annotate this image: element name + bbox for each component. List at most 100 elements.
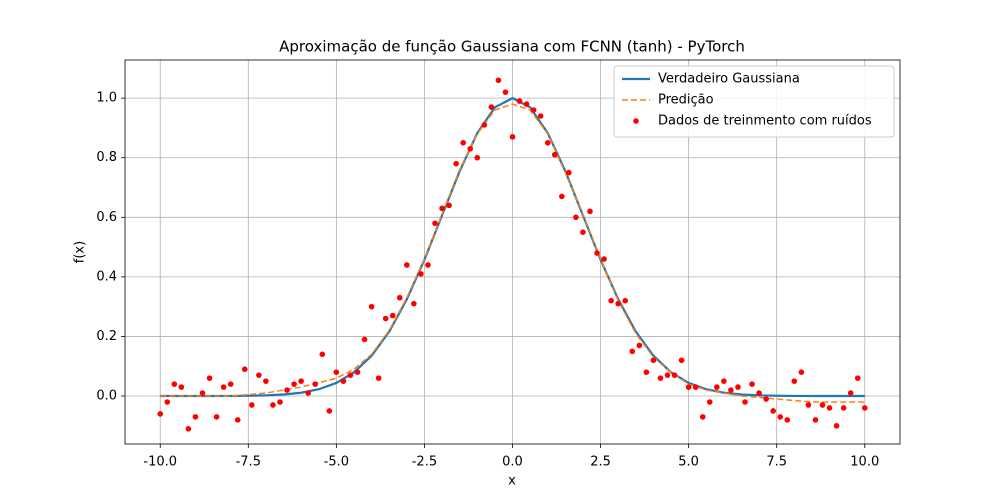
point — [523, 101, 530, 107]
x-tick-label: -7.5 — [236, 455, 261, 470]
point — [368, 303, 375, 310]
point — [777, 414, 784, 420]
point — [657, 375, 664, 381]
point — [277, 399, 283, 405]
point — [735, 384, 741, 390]
point — [340, 378, 347, 384]
line — [160, 96, 865, 398]
point — [389, 312, 396, 319]
point — [714, 384, 720, 390]
x-tick-label: 2.5 — [590, 455, 611, 470]
point — [685, 384, 692, 390]
point — [812, 417, 819, 423]
point — [333, 369, 340, 376]
point — [791, 378, 798, 384]
plot-frame — [124, 59, 901, 445]
point — [608, 297, 614, 304]
x-tick-label: -5.0 — [324, 455, 349, 470]
point — [284, 387, 290, 393]
x-tick-label: 10.0 — [850, 455, 879, 470]
point — [678, 357, 685, 364]
point — [671, 372, 678, 378]
point — [601, 256, 607, 262]
point — [213, 414, 220, 420]
point — [256, 372, 262, 378]
point — [305, 390, 311, 396]
point — [833, 423, 840, 429]
point — [509, 134, 516, 140]
point — [361, 336, 368, 343]
legend-label: Verdadeiro Gaussiana — [658, 72, 800, 87]
point — [382, 315, 389, 322]
point — [559, 193, 565, 200]
point — [819, 402, 826, 408]
x-axis-label: x — [508, 474, 516, 489]
point — [178, 384, 185, 390]
point — [537, 113, 544, 119]
point — [241, 366, 248, 373]
point — [488, 104, 495, 110]
point — [425, 262, 431, 268]
point — [263, 378, 269, 384]
legend-box — [613, 65, 895, 138]
point — [530, 107, 537, 113]
point — [249, 402, 255, 408]
y-tick-label: 1.0 — [96, 91, 117, 106]
x-tick-label: 7.5 — [766, 455, 787, 470]
point — [157, 411, 164, 417]
point — [699, 414, 706, 420]
point — [516, 98, 523, 104]
point — [742, 399, 748, 405]
point — [439, 205, 445, 212]
point — [312, 381, 319, 387]
line — [160, 103, 865, 403]
x-tick-label: -2.5 — [412, 455, 437, 470]
point — [404, 262, 410, 268]
point — [854, 375, 861, 381]
y-tick-label: 0.8 — [96, 150, 117, 165]
point — [220, 384, 227, 390]
point — [432, 220, 438, 227]
point — [756, 390, 762, 396]
point — [171, 381, 178, 387]
x-tick-label: 0.0 — [502, 455, 523, 470]
point — [573, 214, 579, 221]
y-tick-label: 0.6 — [96, 210, 117, 225]
point — [298, 378, 304, 384]
point — [474, 154, 481, 161]
point — [375, 375, 382, 381]
point — [502, 89, 509, 95]
point — [566, 169, 572, 176]
x-tick-label: -10.0 — [143, 455, 177, 470]
point — [411, 300, 417, 307]
point — [446, 202, 452, 209]
point — [206, 375, 213, 381]
point — [805, 402, 812, 408]
y-tick-label: 0.0 — [96, 389, 117, 404]
point — [629, 348, 636, 355]
point — [763, 396, 769, 402]
point — [192, 414, 199, 420]
point — [594, 250, 600, 256]
point — [270, 402, 276, 408]
point — [319, 351, 326, 358]
point — [636, 342, 643, 349]
y-tick-label: 0.4 — [96, 269, 117, 284]
point — [347, 372, 354, 378]
point — [544, 140, 551, 146]
point — [650, 357, 657, 364]
point — [798, 369, 805, 376]
point — [453, 160, 459, 167]
x-tick-label: 5.0 — [678, 455, 699, 470]
point — [467, 145, 474, 152]
point — [615, 300, 621, 307]
point — [199, 390, 206, 396]
legend-marker — [633, 118, 639, 124]
point — [692, 384, 699, 390]
point — [840, 405, 847, 411]
point — [580, 229, 586, 235]
point — [460, 140, 466, 146]
point — [770, 408, 776, 414]
point — [481, 122, 488, 128]
point — [326, 408, 333, 414]
